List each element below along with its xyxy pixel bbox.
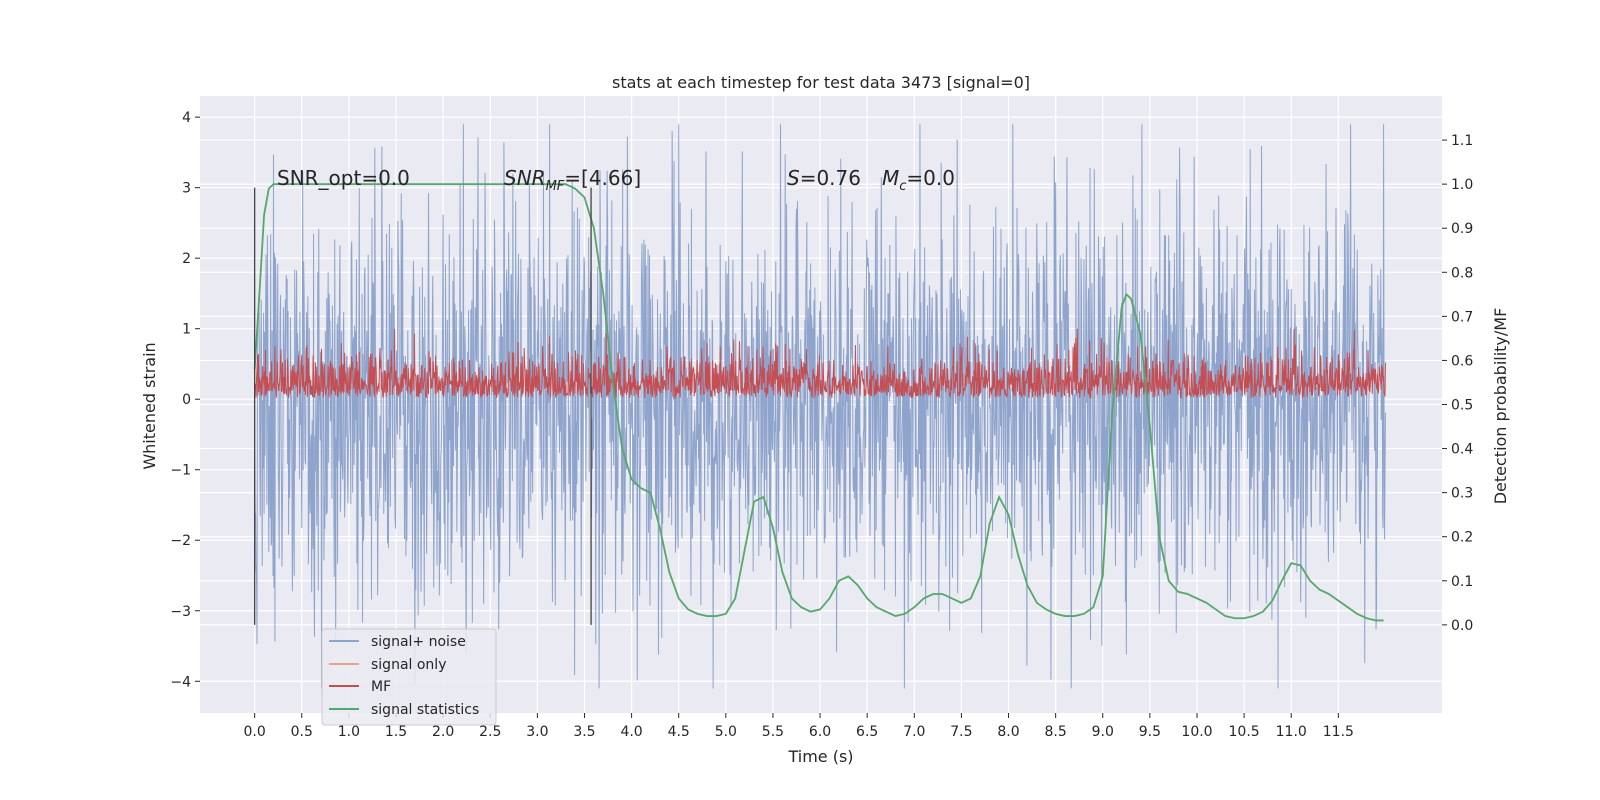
y-left-tick-label: 2 (182, 251, 191, 267)
s-annotation: S=0.76 (787, 166, 861, 190)
s-symbol: S (787, 166, 800, 190)
x-tick-label: 1.0 (338, 724, 360, 740)
mc-subscript: c (899, 179, 906, 194)
mc-symbol: M (882, 166, 899, 190)
legend-label-signal-noise: signal+ noise (371, 634, 466, 650)
y-right-tick-label: 1.1 (1451, 133, 1473, 149)
snr-mf-value: =[4.66] (564, 166, 641, 190)
x-tick-label: 9.0 (1092, 724, 1114, 740)
x-tick-label: 2.0 (432, 724, 454, 740)
x-tick-label: 4.0 (620, 724, 642, 740)
x-tick-label: 11.5 (1323, 724, 1354, 740)
y-right-tick-label: 0.9 (1451, 221, 1473, 237)
y-left-tick-label: 1 (182, 322, 191, 338)
snr-mf-subscript: MF (546, 179, 565, 194)
chart-title: stats at each timestep for test data 347… (612, 73, 1030, 92)
y-right-axis-label: Detection probability/MF (1491, 308, 1510, 505)
x-tick-label: 6.5 (856, 724, 878, 740)
y-right-tick-label: 0.4 (1451, 442, 1473, 458)
x-tick-label: 8.5 (1045, 724, 1067, 740)
x-tick-label: 5.5 (762, 724, 784, 740)
x-tick-label: 9.5 (1139, 724, 1161, 740)
y-right-tick-label: 0.0 (1451, 618, 1473, 634)
x-tick-label: 2.5 (479, 724, 501, 740)
x-tick-label: 0.0 (244, 724, 266, 740)
legend-label-mf: MF (371, 679, 391, 695)
y-left-tick-label: 0 (182, 392, 191, 408)
x-tick-label: 5.0 (715, 724, 737, 740)
y-right-tick-label: 0.6 (1451, 353, 1473, 369)
mf-trace (254, 328, 1386, 400)
x-axis-ticks: 0.0 0.5 1.0 1.5 2.0 2.5 3.0 3.5 4.0 4.5 5.0 5.5 6.0 6… (244, 713, 1354, 740)
x-tick-label: 3.5 (573, 724, 595, 740)
y-left-tick-label: −4 (170, 674, 191, 690)
y-left-tick-label: −3 (170, 604, 191, 620)
signal-statistics-line (253, 183, 1384, 622)
x-tick-label: 0.5 (291, 724, 313, 740)
y-right-tick-label: 0.1 (1451, 574, 1473, 590)
x-tick-label: 6.0 (809, 724, 831, 740)
x-axis-label: Time (s) (787, 747, 853, 766)
y-left-tick-label: 3 (182, 181, 191, 197)
snr-opt-annotation: SNR_opt=0.0 (277, 166, 410, 190)
y-left-axis-ticks: −4 −3 −2 −1 0 1 2 3 4 (170, 110, 200, 690)
legend: signal+ noise signal only MF signal stat… (321, 628, 497, 726)
x-tick-label: 8.0 (997, 724, 1019, 740)
y-right-tick-label: 0.8 (1451, 265, 1473, 281)
legend-label-signal-only: signal only (371, 657, 446, 673)
x-tick-label: 7.0 (903, 724, 925, 740)
traces (253, 124, 1386, 689)
snr-mf-annotation: SNRMF=[4.66] (504, 166, 641, 194)
x-tick-label: 11.0 (1276, 724, 1307, 740)
mc-annotation: Mc=0.0 (882, 166, 955, 194)
x-tick-label: 3.0 (526, 724, 548, 740)
snr-mf-symbol: SNR (504, 166, 546, 190)
legend-box (321, 628, 497, 726)
y-right-tick-label: 0.3 (1451, 486, 1473, 502)
y-right-tick-label: 0.5 (1451, 398, 1473, 414)
legend-label-signal-statistics: signal statistics (371, 702, 479, 718)
x-tick-label: 1.5 (385, 724, 407, 740)
y-left-tick-label: −1 (170, 463, 191, 479)
y-left-tick-label: −2 (170, 533, 191, 549)
y-left-axis-label: Whitened strain (140, 342, 159, 469)
x-tick-label: 7.5 (950, 724, 972, 740)
y-right-axis-ticks: 0.0 0.1 0.2 0.3 0.4 0.5 0.6 0.7 0.8 0.9 1.0 1.1 (1442, 133, 1473, 634)
mc-value: =0.0 (906, 166, 955, 190)
x-tick-label: 10.5 (1229, 724, 1260, 740)
annotations: SNR_opt=0.0 SNRMF=[4.66] S=0.76 Mc=0.0 (277, 166, 955, 194)
y-left-tick-label: 4 (182, 110, 191, 126)
y-right-tick-label: 1.0 (1451, 177, 1473, 193)
x-tick-label: 10.0 (1181, 724, 1212, 740)
s-value: =0.76 (800, 166, 861, 190)
y-right-tick-label: 0.7 (1451, 309, 1473, 325)
x-tick-label: 4.5 (668, 724, 690, 740)
y-right-tick-label: 0.2 (1451, 530, 1473, 546)
